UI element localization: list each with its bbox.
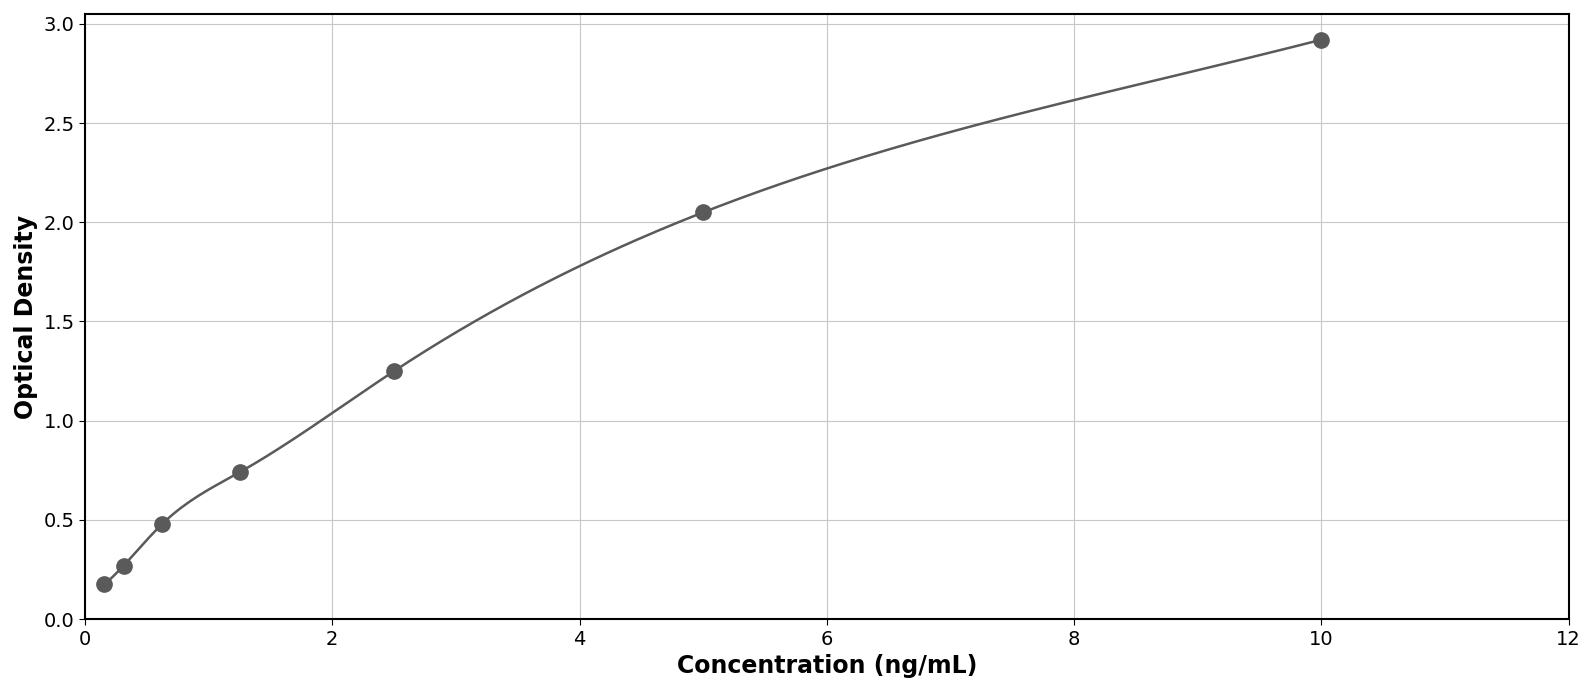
Point bbox=[112, 560, 137, 571]
Point bbox=[381, 365, 407, 376]
Point bbox=[91, 579, 116, 590]
Point bbox=[150, 518, 175, 529]
Point bbox=[226, 467, 252, 478]
Y-axis label: Optical Density: Optical Density bbox=[14, 215, 38, 419]
X-axis label: Concentration (ng/mL): Concentration (ng/mL) bbox=[676, 654, 978, 678]
Point bbox=[1308, 34, 1333, 45]
Point bbox=[691, 207, 716, 218]
